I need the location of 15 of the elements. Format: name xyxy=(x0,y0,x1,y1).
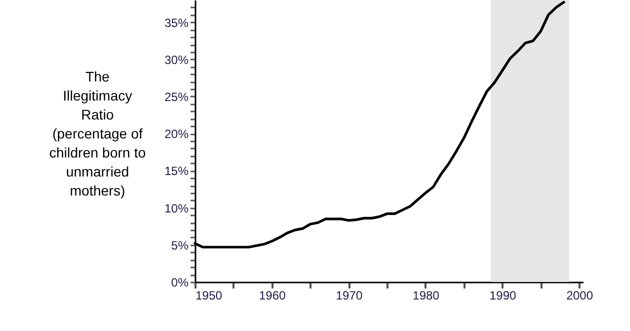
y-axis-title: The Illegitimacy Ratio (percentage of children born to unmarried mothers) xyxy=(49,68,146,198)
x-tick-label: 1990 xyxy=(489,288,516,302)
y-tick-label: 0% xyxy=(171,276,189,290)
y-tick-label: 15% xyxy=(164,164,189,178)
y-tick-label: 30% xyxy=(164,52,189,67)
y-tick-label: 25% xyxy=(164,90,189,104)
x-tick-label: 1970 xyxy=(336,288,363,302)
x-tick-label: 1950 xyxy=(196,288,223,302)
x-tick-label: 2000 xyxy=(566,288,594,302)
y-tick-label: 20% xyxy=(164,127,189,142)
x-tick-label: 1960 xyxy=(258,288,286,302)
y-tick-label: 10% xyxy=(164,201,189,216)
y-tick-label: 5% xyxy=(171,238,189,252)
x-tick-label: 1980 xyxy=(412,288,440,302)
y-tick-label: 35% xyxy=(164,16,189,30)
